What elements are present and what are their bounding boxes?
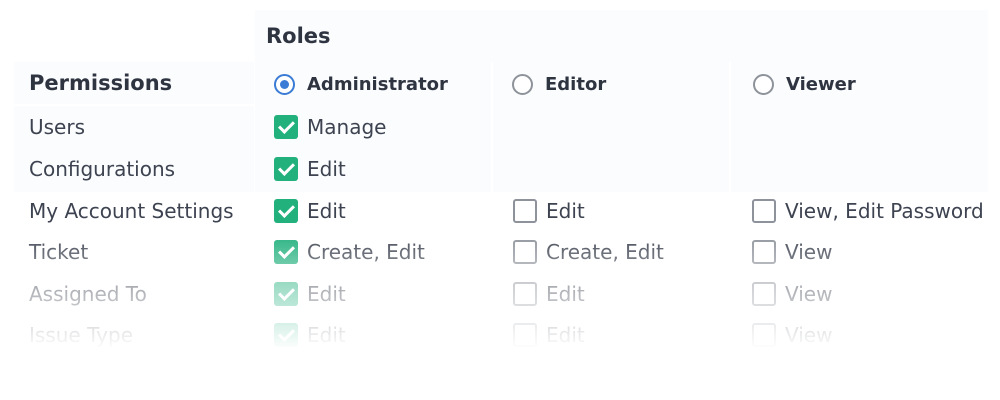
permission-checkbox-account-viewer[interactable]: View, Edit Password <box>752 198 984 224</box>
permission-checkbox-assigned-admin[interactable]: Edit <box>274 281 346 307</box>
permission-checkbox-account-admin[interactable]: Edit <box>274 198 346 224</box>
permission-checkbox-assigned-editor[interactable]: Edit <box>513 281 585 307</box>
checkbox-label: Edit <box>546 199 585 223</box>
checkbox-label: Edit <box>546 282 585 306</box>
permission-checkbox-account-editor[interactable]: Edit <box>513 198 585 224</box>
role-label: Editor <box>545 73 607 95</box>
checkbox-unchecked-icon <box>752 282 776 306</box>
checkbox-checked-icon <box>274 282 298 306</box>
permission-label-configurations: Configurations <box>29 157 176 181</box>
checkbox-checked-icon <box>274 157 298 181</box>
checkbox-unchecked-icon <box>752 323 776 347</box>
permission-label-users: Users <box>29 115 86 139</box>
permission-checkbox-assigned-viewer[interactable]: View <box>752 281 832 307</box>
permission-checkbox-ticket-editor[interactable]: Create, Edit <box>513 239 664 265</box>
permission-checkbox-ticket-viewer[interactable]: View <box>752 239 832 265</box>
permissions-header-panel <box>14 62 254 104</box>
checkbox-label: Edit <box>307 282 346 306</box>
checkbox-label: View, Edit Password <box>785 199 984 223</box>
roles-title: Roles <box>266 24 331 48</box>
checkbox-label: View <box>785 240 833 264</box>
checkbox-checked-icon <box>274 323 298 347</box>
permission-row-panel-users <box>14 106 254 192</box>
checkbox-checked-icon <box>274 115 298 139</box>
checkbox-unchecked-icon <box>513 199 537 223</box>
radio-unselected-icon <box>512 73 533 95</box>
permission-checkbox-users-admin[interactable]: Manage <box>274 114 386 140</box>
permission-label-assigned-to: Assigned To <box>29 282 147 306</box>
checkbox-unchecked-icon <box>513 282 537 306</box>
checkbox-label: Create, Edit <box>307 240 425 264</box>
bottom-fade-overlay <box>0 230 1000 350</box>
role-option-editor[interactable]: Editor <box>512 70 606 98</box>
checkbox-unchecked-icon <box>513 240 537 264</box>
radio-selected-icon <box>274 73 295 95</box>
permission-checkbox-configurations-admin[interactable]: Edit <box>274 156 346 182</box>
checkbox-label: Manage <box>307 115 387 139</box>
checkbox-label: Create, Edit <box>546 240 664 264</box>
permission-label-ticket: Ticket <box>29 240 89 264</box>
checkbox-checked-icon <box>274 199 298 223</box>
permission-checkbox-issue-viewer[interactable]: View <box>752 322 832 348</box>
checkbox-label: View <box>785 323 833 347</box>
checkbox-label: View <box>785 282 833 306</box>
role-option-viewer[interactable]: Viewer <box>753 70 856 98</box>
checkbox-label: Edit <box>307 323 346 347</box>
permission-checkbox-ticket-admin[interactable]: Create, Edit <box>274 239 425 265</box>
role-label: Viewer <box>786 73 856 95</box>
permission-checkbox-issue-editor[interactable]: Edit <box>513 322 585 348</box>
checkbox-unchecked-icon <box>752 240 776 264</box>
permission-checkbox-issue-admin[interactable]: Edit <box>274 322 346 348</box>
permissions-title: Permissions <box>29 71 173 95</box>
checkbox-label: Edit <box>546 323 585 347</box>
checkbox-label: Edit <box>307 199 346 223</box>
permission-label-issue-type: Issue Type <box>29 323 134 347</box>
radio-unselected-icon <box>753 73 774 95</box>
role-label: Administrator <box>307 73 448 95</box>
checkbox-unchecked-icon <box>513 323 537 347</box>
checkbox-checked-icon <box>274 240 298 264</box>
checkbox-label: Edit <box>307 157 346 181</box>
role-option-administrator[interactable]: Administrator <box>274 70 448 98</box>
roles-header-panel <box>255 10 988 62</box>
permission-label-my-account-settings: My Account Settings <box>29 199 234 223</box>
checkbox-unchecked-icon <box>752 199 776 223</box>
